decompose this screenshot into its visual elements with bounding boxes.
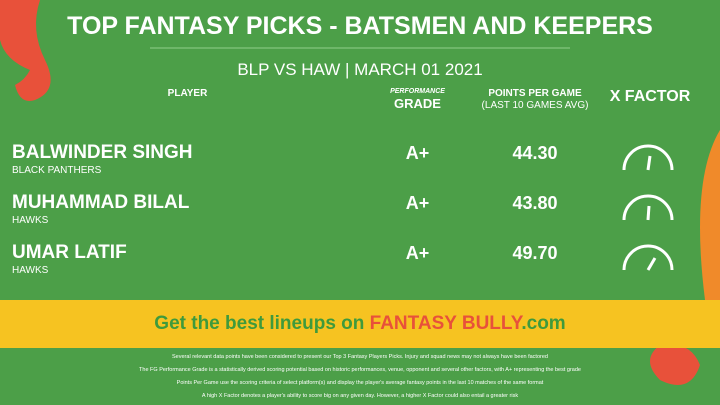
footnote: Several relevant data points have been c… <box>172 354 548 360</box>
player-name: BALWINDER SINGH <box>12 142 193 163</box>
footnote: Points Per Game use the scoring criteria… <box>176 380 544 386</box>
grade: A+ <box>405 143 430 163</box>
grade: A+ <box>405 243 430 263</box>
match-info: BLP VS HAW | MARCH 01 2021 <box>237 60 483 79</box>
brand: FANTASY BULLY <box>369 313 522 334</box>
player-name: MUHAMMAD BILAL <box>12 192 190 213</box>
points: 44.30 <box>512 143 558 163</box>
grade: A+ <box>405 193 430 213</box>
swirl <box>0 0 51 101</box>
edge-shape <box>700 130 720 300</box>
mascot <box>650 344 700 385</box>
match: BLP VS HAW <box>237 60 341 79</box>
gauges <box>622 144 674 271</box>
col-player: PLAYER <box>167 88 208 99</box>
footnote: The FG Performance Grade is a statistica… <box>139 367 581 373</box>
footnote: A high X Factor denotes a player's abili… <box>201 393 519 399</box>
player-name: UMAR LATIF <box>12 242 127 263</box>
col-points-sub: (LAST 10 GAMES AVG) <box>481 100 589 111</box>
col-xfactor: X FACTOR <box>609 88 691 105</box>
date: MARCH 01 2021 <box>354 60 483 79</box>
team-name: HAWKS <box>12 215 49 226</box>
team-name: BLACK PANTHERS <box>12 165 102 176</box>
points: 49.70 <box>512 243 558 263</box>
banner-band <box>0 300 720 348</box>
banner-suffix: .com <box>521 313 566 334</box>
title: TOP FANTASY PICKS - BATSMEN AND KEEPERS <box>67 12 653 40</box>
banner-text: Get the best lineups on <box>154 313 365 334</box>
banner: Get the best lineups on FANTASY BULLY.co… <box>0 313 720 335</box>
col-grade-small: PERFORMANCE <box>390 88 445 95</box>
points: 43.80 <box>512 193 558 213</box>
col-grade: GRADE <box>394 96 441 111</box>
team-name: HAWKS <box>12 265 49 276</box>
col-points: POINTS PER GAME <box>488 88 582 99</box>
